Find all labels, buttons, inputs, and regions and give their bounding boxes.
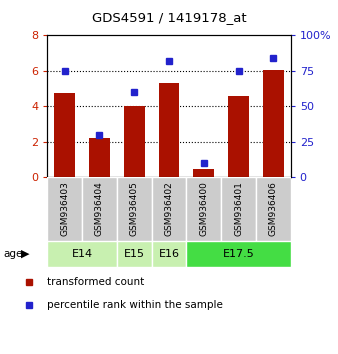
Bar [256, 177, 291, 241]
Bar [54, 93, 75, 177]
Text: GSM936404: GSM936404 [95, 182, 104, 236]
Text: age: age [3, 249, 23, 259]
Bar [186, 241, 291, 267]
Text: E15: E15 [124, 249, 145, 259]
Bar [117, 241, 152, 267]
Bar [89, 138, 110, 177]
Bar [82, 177, 117, 241]
Text: GSM936402: GSM936402 [165, 182, 173, 236]
Bar [152, 241, 186, 267]
Text: GSM936400: GSM936400 [199, 181, 208, 236]
Bar [263, 70, 284, 177]
Text: percentile rank within the sample: percentile rank within the sample [47, 300, 223, 310]
Text: transformed count: transformed count [47, 277, 145, 287]
Text: GDS4591 / 1419178_at: GDS4591 / 1419178_at [92, 11, 246, 24]
Bar [186, 177, 221, 241]
Bar [228, 96, 249, 177]
Bar [47, 241, 117, 267]
Bar [159, 83, 179, 177]
Text: E14: E14 [72, 249, 93, 259]
Bar [152, 177, 186, 241]
Bar [47, 177, 82, 241]
Text: GSM936406: GSM936406 [269, 181, 278, 236]
Bar [124, 106, 145, 177]
Text: GSM936405: GSM936405 [130, 181, 139, 236]
Bar [221, 177, 256, 241]
Text: E17.5: E17.5 [223, 249, 255, 259]
Text: GSM936403: GSM936403 [60, 181, 69, 236]
Text: E16: E16 [159, 249, 179, 259]
Bar [117, 177, 152, 241]
Text: GSM936401: GSM936401 [234, 181, 243, 236]
Text: ▶: ▶ [21, 249, 30, 259]
Bar [193, 169, 214, 177]
